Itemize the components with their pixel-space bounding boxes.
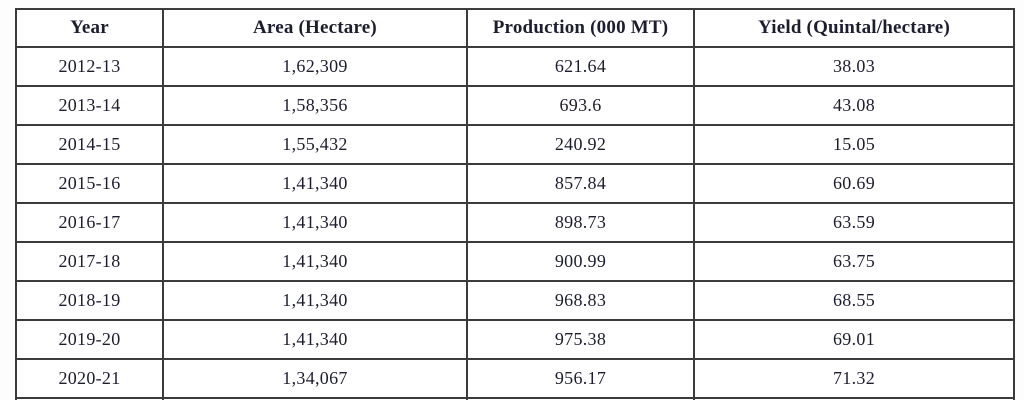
table-row: 2021-221,34,067966.6372.01: [15, 397, 1015, 400]
yield-cell: 63.59: [693, 202, 1015, 243]
production-cell: 693.6: [466, 85, 695, 126]
year-cell: 2020-21: [15, 358, 164, 399]
year-cell: 2017-18: [15, 241, 164, 282]
production-cell: 900.99: [466, 241, 695, 282]
column-header-production: Production (000 MT): [466, 8, 695, 48]
area-cell: 1,41,340: [162, 280, 468, 321]
yield-cell: 43.08: [693, 85, 1015, 126]
production-cell: 968.83: [466, 280, 695, 321]
production-cell: 240.92: [466, 124, 695, 165]
table-row: 2014-15 1,55,432 240.92 15.05: [15, 124, 1015, 165]
year-cell: 2016-17: [15, 202, 164, 243]
table-body: 2012-13 1,62,309 621.64 38.03 2013-14 1,58,35…: [15, 46, 1015, 400]
table-row: 2017-18 1,41,340 900.99 63.75: [15, 241, 1015, 282]
yield-cell: 68.55: [693, 280, 1015, 321]
production-cell: 898.73: [466, 202, 695, 243]
yield-cell: 60.69: [693, 163, 1015, 204]
area-cell: 1,34,067: [162, 358, 468, 399]
area-cell: 1,41,340: [162, 241, 468, 282]
table-row: 2020-21 1,34,067 956.17 71.32: [15, 358, 1015, 399]
column-header-yield: Yield (Quintal/hectare): [693, 8, 1015, 48]
column-header-area: Area (Hectare): [162, 8, 468, 48]
year-cell: 2018-19: [15, 280, 164, 321]
table-header: Year Area (Hectare) Production (000 MT) …: [15, 8, 1015, 48]
area-cell: 1,55,432: [162, 124, 468, 165]
year-cell: 2015-16: [15, 163, 164, 204]
table-row: 2015-16 1,41,340 857.84 60.69: [15, 163, 1015, 204]
yield-cell: 72.01: [693, 397, 1015, 400]
production-cell: 975.38: [466, 319, 695, 360]
yield-cell: 63.75: [693, 241, 1015, 282]
production-cell: 966.63: [466, 397, 695, 400]
production-cell: 956.17: [466, 358, 695, 399]
yield-cell: 15.05: [693, 124, 1015, 165]
table-row: 2019-20 1,41,340 975.38 69.01: [15, 319, 1015, 360]
year-cell: 2012-13: [15, 46, 164, 87]
yield-cell: 71.32: [693, 358, 1015, 399]
table-row: 2013-14 1,58,356 693.6 43.08: [15, 85, 1015, 126]
year-cell: 2014-15: [15, 124, 164, 165]
area-cell: 1,41,340: [162, 319, 468, 360]
table-row: 2016-17 1,41,340 898.73 63.59: [15, 202, 1015, 243]
table-row: 2012-13 1,62,309 621.64 38.03: [15, 46, 1015, 87]
year-cell: 2021-22: [15, 397, 164, 400]
area-cell: 1,41,340: [162, 163, 468, 204]
table-row: 2018-19 1,41,340 968.83 68.55: [15, 280, 1015, 321]
crop-statistics-table: Year Area (Hectare) Production (000 MT) …: [15, 8, 1015, 400]
area-cell: 1,58,356: [162, 85, 468, 126]
yield-cell: 38.03: [693, 46, 1015, 87]
area-cell: 1,34,067: [162, 397, 468, 400]
area-cell: 1,62,309: [162, 46, 468, 87]
column-header-year: Year: [15, 8, 164, 48]
year-cell: 2013-14: [15, 85, 164, 126]
area-cell: 1,41,340: [162, 202, 468, 243]
production-cell: 621.64: [466, 46, 695, 87]
year-cell: 2019-20: [15, 319, 164, 360]
production-cell: 857.84: [466, 163, 695, 204]
yield-cell: 69.01: [693, 319, 1015, 360]
header-row: Year Area (Hectare) Production (000 MT) …: [15, 8, 1015, 48]
